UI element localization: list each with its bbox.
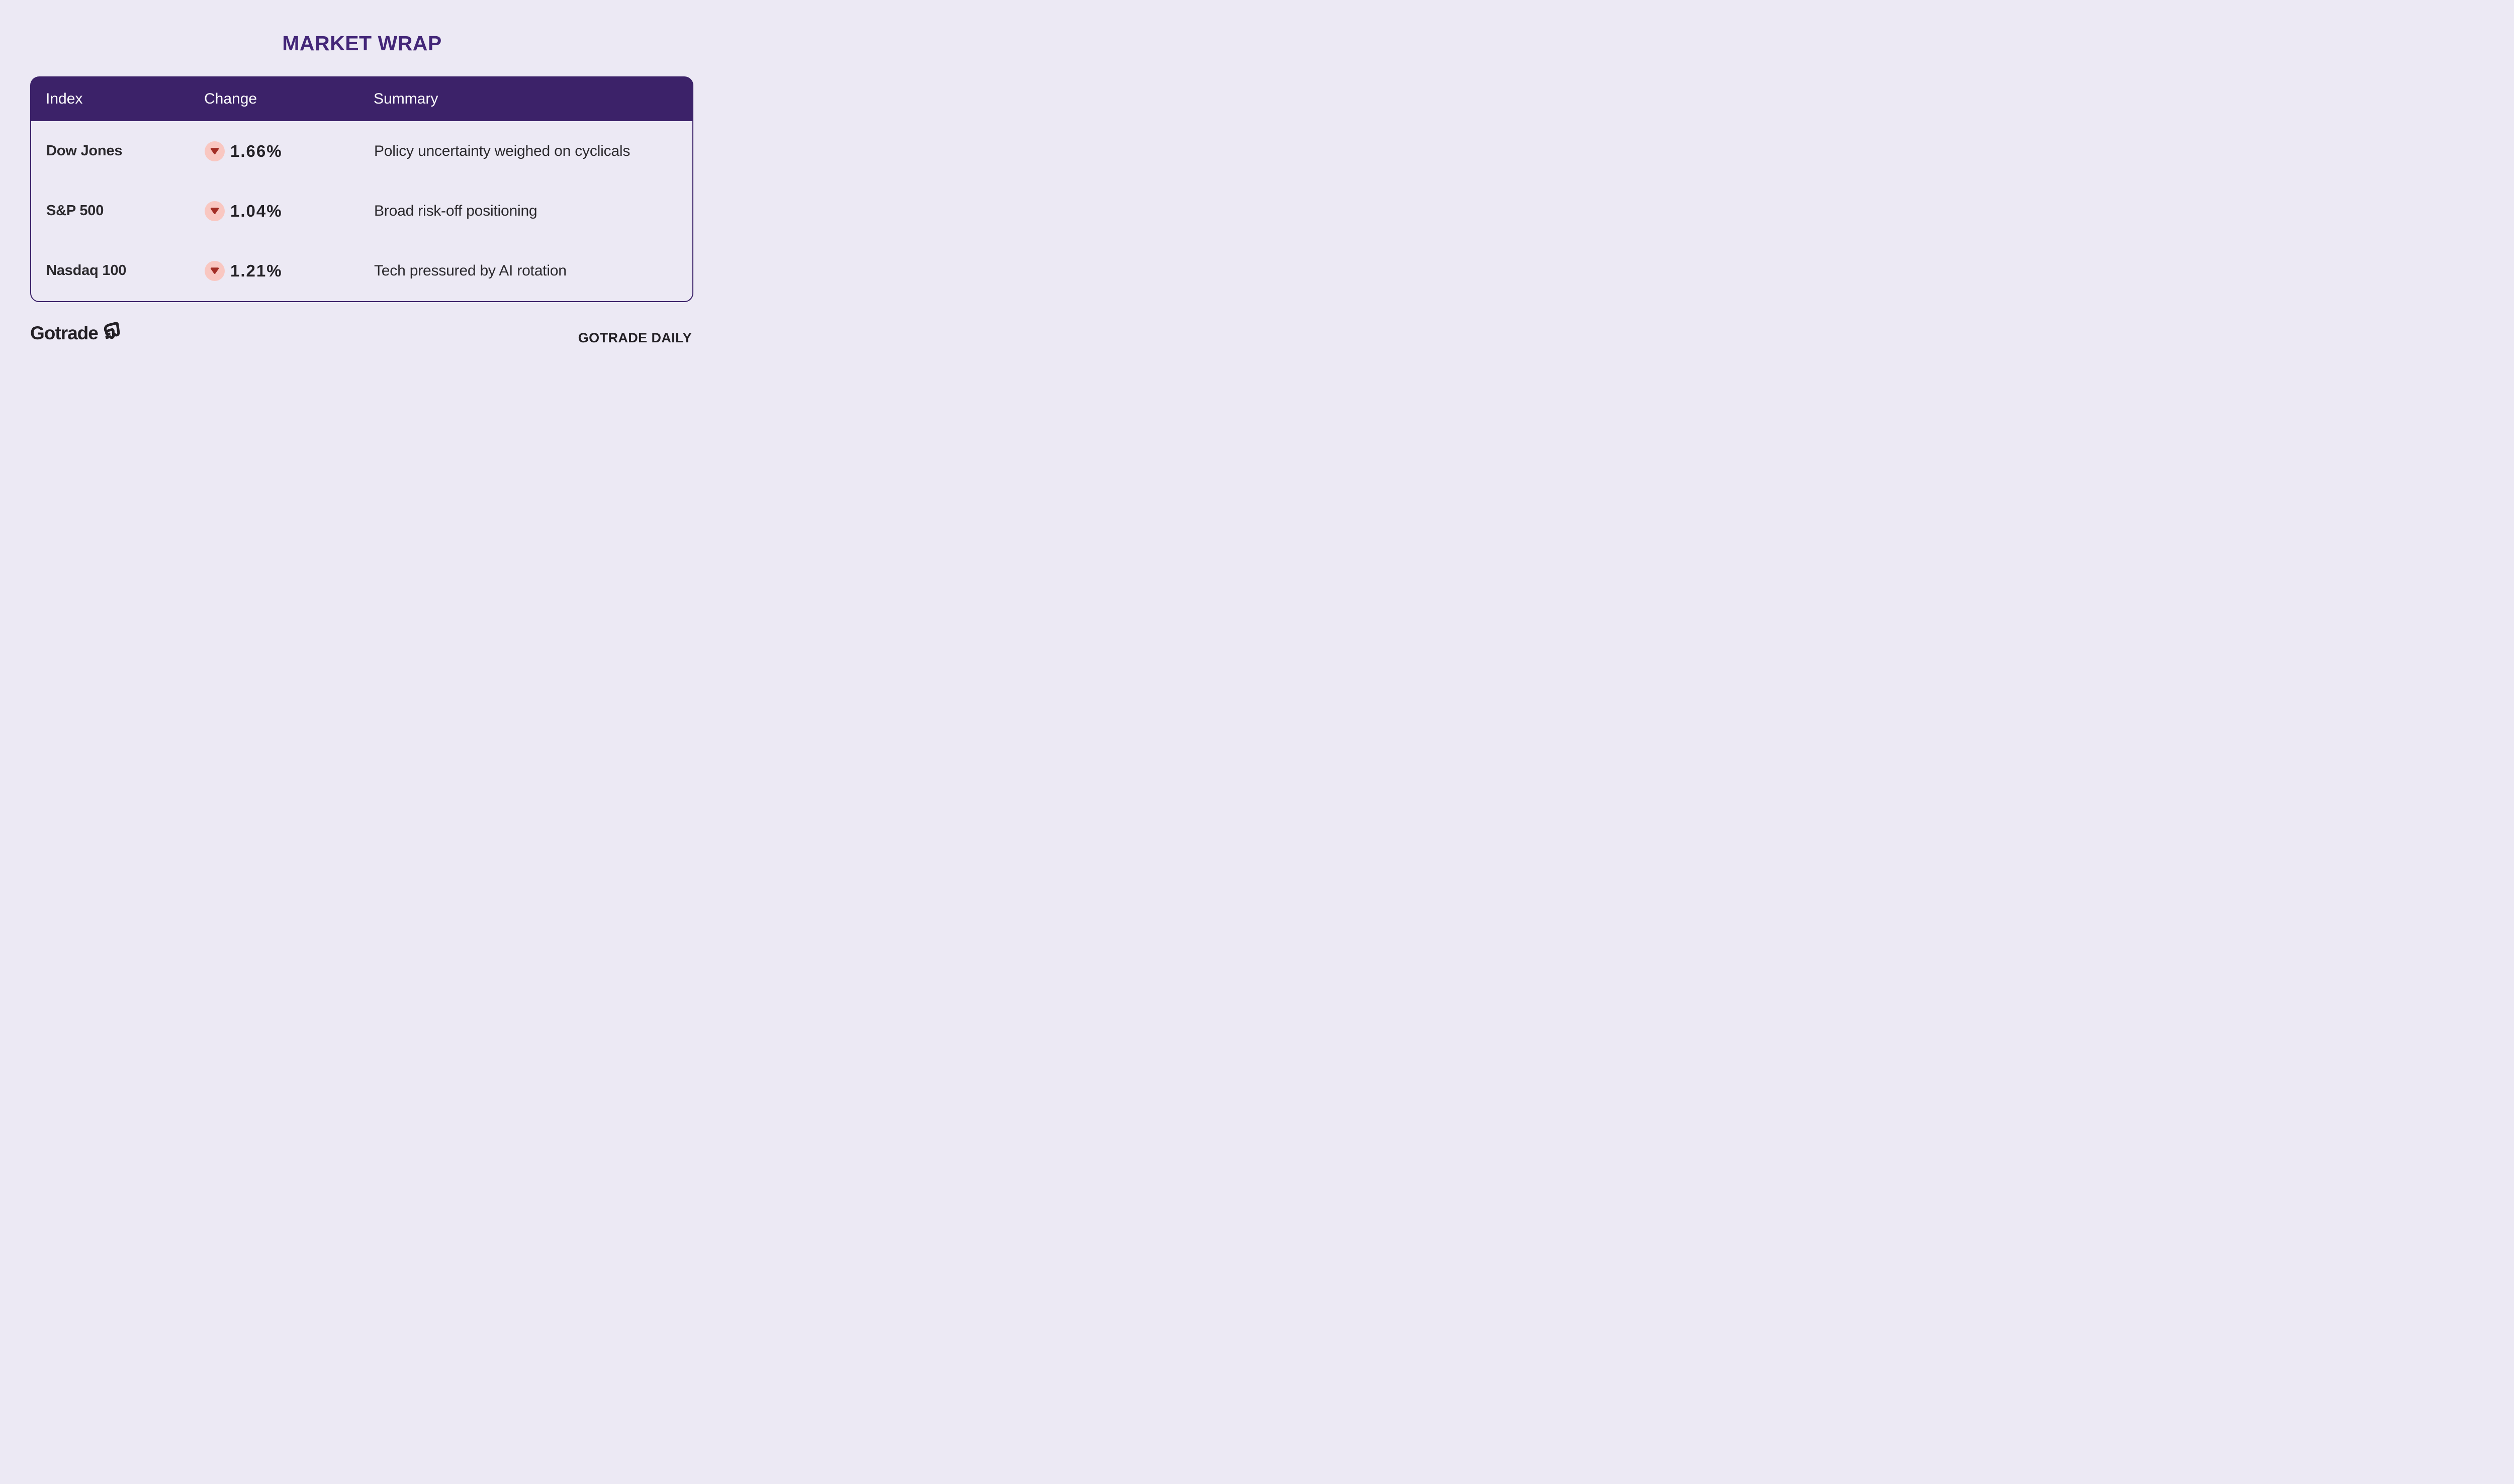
table-header: Index Change Summary [31, 77, 693, 121]
publication-label: GOTRADE DAILY [578, 330, 692, 345]
down-arrow-icon [210, 208, 219, 214]
column-header-index: Index [46, 90, 83, 107]
brand-wordmark: Gotrade [30, 323, 99, 343]
table-row-nasdaq100: Nasdaq 100 1.21% Tech pressured by AI ro… [31, 241, 692, 301]
index-name: S&P 500 [46, 203, 104, 219]
summary-text: Policy uncertainty weighed on cyclicals [374, 142, 631, 159]
index-name: Nasdaq 100 [46, 262, 127, 279]
summary-text: Tech pressured by AI rotation [374, 262, 567, 279]
table-row-sp500: S&P 500 1.04% Broad risk-off positioning [31, 181, 692, 241]
table-row-dow-jones: Dow Jones 1.66% Policy uncertainty weigh… [31, 121, 692, 181]
gotrade-arrow-chart-icon [104, 322, 120, 339]
market-wrap-infographic: MARKET WRAP Index Change Summary Dow Jon… [0, 0, 724, 371]
down-arrow-icon [210, 148, 219, 154]
summary-text: Broad risk-off positioning [374, 202, 537, 219]
change-badge [205, 260, 225, 281]
down-arrow-icon [210, 267, 219, 274]
table-body: Dow Jones 1.66% Policy uncertainty weigh… [31, 121, 692, 301]
market-table-card: Index Change Summary Dow Jones 1.66% Pol… [30, 76, 693, 302]
change-value: 1.66% [230, 141, 283, 160]
index-name: Dow Jones [46, 143, 123, 159]
change-cell: 1.66% [205, 141, 374, 161]
page-title: MARKET WRAP [282, 32, 442, 55]
change-badge [205, 141, 225, 161]
column-header-change: Change [204, 90, 257, 107]
change-badge [205, 201, 225, 221]
brand-logo: Gotrade [30, 322, 123, 344]
change-value: 1.21% [230, 261, 283, 280]
change-cell: 1.21% [205, 260, 374, 281]
change-cell: 1.04% [205, 201, 374, 221]
column-header-summary: Summary [374, 90, 438, 107]
change-value: 1.04% [230, 201, 283, 220]
